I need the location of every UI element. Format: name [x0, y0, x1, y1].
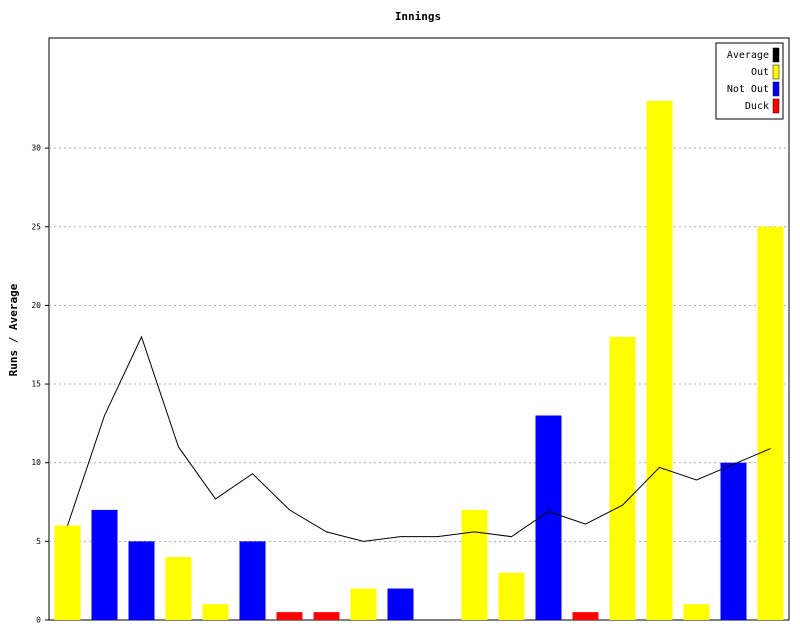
legend-label: Average [727, 50, 769, 61]
y-tick-label: 30 [31, 144, 41, 153]
legend-swatch [772, 47, 780, 63]
bar [54, 525, 81, 620]
bar [276, 612, 303, 620]
bar [128, 541, 155, 620]
bar [202, 604, 229, 620]
plot-area [48, 37, 790, 621]
bar [350, 588, 377, 620]
legend-box [715, 42, 784, 120]
y-tick-label: 0 [36, 616, 41, 625]
bar [572, 612, 599, 620]
y-tick-label: 5 [36, 537, 41, 546]
bar [720, 462, 747, 620]
y-tick-label: 10 [31, 458, 41, 467]
y-tick-label: 20 [31, 301, 41, 310]
bar [461, 509, 488, 620]
legend-label: Duck [745, 101, 769, 112]
y-axis-label: Runs / Average [7, 283, 20, 376]
bar [313, 612, 340, 620]
y-tick-label: 25 [31, 222, 41, 231]
y-tick-label: 15 [31, 380, 41, 389]
legend-label: Out [751, 67, 769, 78]
legend-swatch [772, 81, 780, 97]
bar [646, 100, 673, 620]
bar [683, 604, 710, 620]
bar [165, 557, 192, 620]
bar [498, 572, 525, 620]
bar [609, 336, 636, 620]
legend-swatch [772, 98, 780, 114]
bar [239, 541, 266, 620]
bar [91, 509, 118, 620]
bar [757, 226, 784, 620]
legend-label: Not Out [727, 84, 769, 95]
bar [387, 588, 414, 620]
average-line [67, 335, 771, 542]
chart-title: Innings [395, 10, 441, 23]
legend-swatch [772, 64, 780, 80]
